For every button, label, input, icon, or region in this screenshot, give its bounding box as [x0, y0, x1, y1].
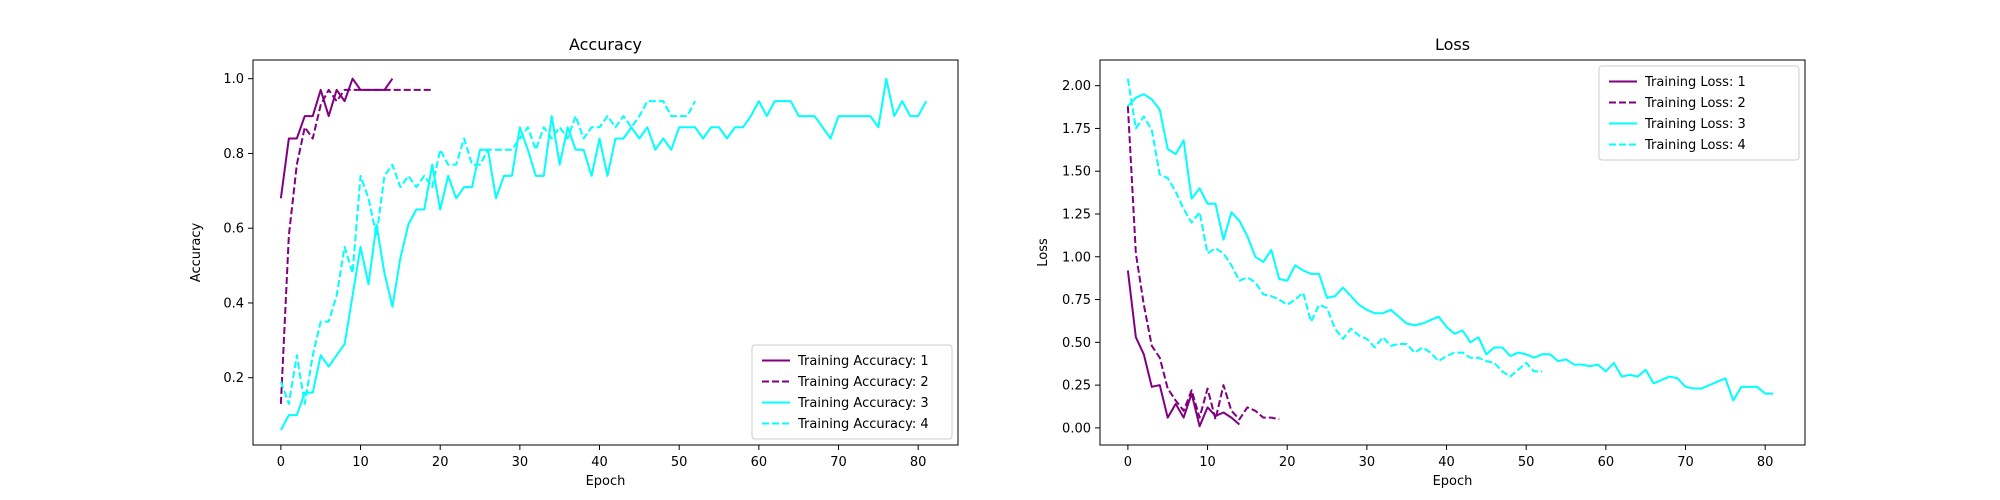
x-tick-label: 20 [432, 455, 449, 470]
series-line-1 [279, 77, 394, 199]
legend-entry: Training Loss: 4 [1609, 138, 1746, 153]
x-tick-label: 70 [1677, 455, 1694, 470]
y-tick-label: 0.2 [223, 371, 244, 386]
y-tick-label: 1.00 [1062, 250, 1091, 265]
series-line-3 [1127, 93, 1774, 402]
x-tick-label: 50 [671, 455, 688, 470]
x-axis: 0 10 20 30 40 50 60 70 80 [1124, 445, 1774, 470]
legend-label: Training Loss: 1 [1644, 75, 1746, 90]
series-line-1 [1126, 270, 1241, 428]
y-axis: 0.00 0.25 0.50 0.75 1.00 1.25 1.50 1.75 2.00 [1062, 79, 1100, 436]
plot-area-frame [252, 59, 959, 446]
legend-entry: Training Loss: 3 [1609, 117, 1746, 132]
y-tick-label: 1.0 [223, 72, 244, 87]
y-tick-label: 0.75 [1062, 293, 1091, 308]
series-line-3 [279, 77, 928, 431]
legend-label: Training Loss: 2 [1644, 96, 1746, 111]
x-axis: 0 10 20 30 40 50 60 70 80 [277, 445, 927, 470]
legend: Training Loss: 1 Training Loss: 2 Training… [1598, 65, 1800, 161]
legend-entry: Training Loss: 2 [1609, 96, 1746, 111]
y-axis-label: Loss [1036, 238, 1051, 267]
x-tick-label: 0 [277, 455, 285, 470]
series-line-2 [1126, 106, 1280, 421]
legend-label: Training Accuracy: 2 [797, 375, 929, 390]
y-tick-label: 1.25 [1062, 208, 1091, 223]
legend-label: Training Accuracy: 3 [797, 396, 929, 411]
x-tick-label: 40 [1438, 455, 1455, 470]
series-line-2 [279, 88, 433, 404]
series-group [279, 77, 928, 431]
x-tick-label: 10 [1199, 455, 1216, 470]
x-tick-label: 70 [830, 455, 847, 470]
y-tick-label: 1.75 [1062, 122, 1091, 137]
y-tick-label: 0.00 [1062, 421, 1091, 436]
legend-label: Training Loss: 4 [1644, 138, 1746, 153]
x-tick-label: 50 [1518, 455, 1535, 470]
y-tick-label: 0.8 [223, 147, 244, 162]
legend: Training Accuracy: 1 Training Accuracy: 2… [751, 344, 953, 440]
y-tick-label: 1.50 [1062, 165, 1091, 180]
chart-title: Accuracy [569, 35, 642, 54]
legend-entry: Training Loss: 1 [1609, 75, 1746, 90]
plot-area-frame [1099, 59, 1806, 446]
legend-entry: Training Accuracy: 4 [762, 417, 929, 432]
x-tick-label: 80 [910, 455, 927, 470]
legend-label: Training Accuracy: 1 [797, 354, 929, 369]
x-tick-label: 40 [591, 455, 608, 470]
x-tick-label: 20 [1279, 455, 1296, 470]
y-tick-label: 0.50 [1062, 336, 1091, 351]
y-axis-label: Accuracy [189, 223, 204, 283]
x-tick-label: 30 [512, 455, 529, 470]
x-tick-label: 0 [1124, 455, 1132, 470]
loss-chart: Loss 0 10 20 30 40 50 60 70 80 0.00 0.25 0.50 0.75 1.0… [1036, 35, 1806, 489]
x-axis-label: Epoch [586, 474, 626, 489]
legend-frame [751, 344, 953, 440]
series-line-4 [1126, 78, 1543, 378]
x-tick-label: 30 [1359, 455, 1376, 470]
x-tick-label: 10 [352, 455, 369, 470]
accuracy-chart: Accuracy 0 10 20 30 40 50 60 70 80 0.2 0.4 0.6 0.8 1.0… [189, 35, 959, 489]
legend-frame [1598, 65, 1800, 161]
legend-entry: Training Accuracy: 3 [762, 396, 929, 411]
y-tick-label: 2.00 [1062, 79, 1091, 94]
x-tick-label: 60 [751, 455, 768, 470]
y-tick-label: 0.25 [1062, 379, 1091, 394]
legend-label: Training Loss: 3 [1644, 117, 1746, 132]
x-tick-label: 80 [1757, 455, 1774, 470]
y-axis: 0.2 0.4 0.6 0.8 1.0 [223, 72, 253, 386]
legend-entry: Training Accuracy: 1 [762, 354, 929, 369]
legend-label: Training Accuracy: 4 [797, 417, 929, 432]
chart-title: Loss [1435, 35, 1470, 54]
series-line-4 [279, 100, 697, 405]
x-axis-label: Epoch [1433, 474, 1473, 489]
legend-entry: Training Accuracy: 2 [762, 375, 929, 390]
x-tick-label: 60 [1598, 455, 1615, 470]
y-tick-label: 0.6 [223, 222, 244, 237]
series-group [1126, 78, 1774, 428]
y-tick-label: 0.4 [223, 296, 244, 311]
